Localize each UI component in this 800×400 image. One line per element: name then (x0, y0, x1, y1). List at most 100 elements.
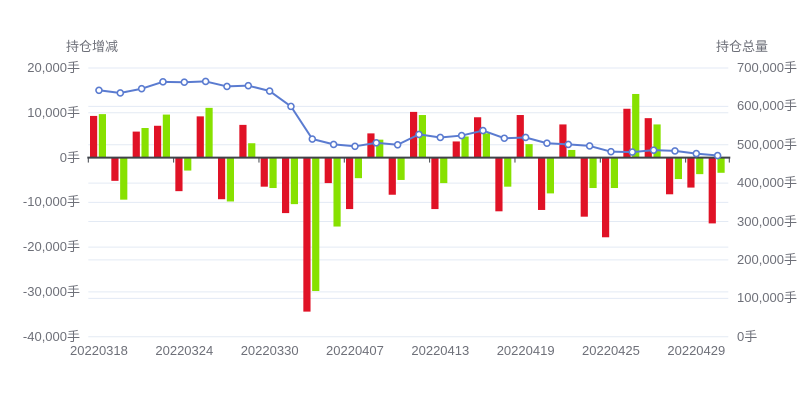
bar-green (333, 157, 341, 227)
line-point (585, 142, 594, 150)
bar-green (525, 144, 533, 158)
line-point (329, 140, 338, 149)
bar-green (205, 107, 213, 158)
line-point (201, 77, 210, 86)
bar-green (162, 114, 170, 158)
x-axis-tick: 20220330 (240, 343, 299, 358)
bar-green (226, 157, 234, 202)
line-point (287, 102, 295, 111)
bar-green (397, 157, 405, 180)
x-axis-tick: 20220413 (411, 343, 470, 358)
left-axis-tick: 0手 (59, 149, 80, 165)
line-point (415, 130, 423, 139)
bar-green (141, 128, 149, 158)
bar-red (111, 157, 119, 181)
right-axis-tick: 300,000手 (737, 213, 797, 229)
left-axis-tick: -20,000手 (22, 239, 80, 255)
bar-red (175, 157, 183, 192)
bar-red (303, 157, 311, 312)
left-axis-title: 持仓增减 (65, 39, 118, 54)
line-point (223, 82, 231, 91)
bar-red (516, 115, 524, 158)
x-axis-tick: 20220407 (326, 343, 384, 358)
bar-green (461, 136, 469, 158)
line-point (393, 140, 402, 149)
bar-red (388, 157, 396, 195)
bar-red (666, 157, 674, 195)
line-point (671, 147, 679, 155)
bar-green (269, 157, 277, 189)
line-point (713, 151, 722, 160)
bar-green (120, 157, 128, 200)
line-point (607, 147, 615, 156)
bar-red (602, 157, 610, 238)
bar-green (632, 93, 640, 158)
bar-red (90, 115, 98, 158)
bar-green (589, 157, 597, 189)
bar-green (546, 157, 554, 194)
bar-green (610, 157, 618, 189)
left-axis-tick: 10,000手 (27, 104, 80, 120)
line-point (351, 142, 359, 151)
right-axis-tick: 700,000手 (737, 60, 797, 75)
bar-green (653, 124, 661, 158)
bar-red (132, 131, 140, 158)
line-point (372, 139, 381, 147)
x-axis-tick: 20220429 (667, 343, 726, 358)
bar-red (538, 157, 546, 210)
bar-red (559, 124, 567, 158)
bar-green (504, 157, 512, 187)
right-axis-tick: 600,000手 (737, 98, 797, 114)
bar-green (184, 157, 192, 171)
right-axis-tick: 100,000手 (737, 290, 797, 306)
line-point (543, 139, 551, 148)
line-point (564, 140, 573, 149)
line-point (95, 86, 103, 95)
bar-red (346, 157, 354, 210)
line-point (265, 87, 274, 95)
bar-red (495, 157, 503, 212)
bar-red (687, 157, 695, 188)
left-axis-tick: -10,000手 (22, 194, 80, 210)
bar-green (98, 114, 106, 158)
right-axis-tick: 500,000手 (737, 136, 797, 152)
left-axis-tick: -30,000手 (22, 283, 80, 299)
line-point (521, 133, 530, 142)
bar-green (354, 157, 362, 179)
bar-green (248, 143, 256, 158)
bar-red (410, 111, 418, 158)
bar-green (418, 115, 426, 158)
x-axis-tick: 20220419 (496, 343, 555, 358)
bar-green (440, 157, 448, 184)
x-axis-tick: 20220318 (70, 343, 128, 358)
bar-green (482, 133, 490, 158)
line-point (308, 135, 317, 143)
bar-green (568, 149, 576, 158)
left-axis-tick: 20,000手 (27, 60, 80, 75)
line-point (479, 126, 487, 135)
line-point (159, 78, 167, 86)
bar-green (312, 157, 320, 292)
bar-red (644, 118, 652, 158)
bar-red (218, 157, 226, 200)
bar-green (717, 157, 725, 173)
bar-red (324, 157, 332, 184)
line-point (116, 89, 125, 97)
line-point (500, 134, 509, 143)
right-axis-tick: 0手 (737, 328, 758, 344)
bar-red (452, 141, 460, 158)
x-axis-tick: 20220324 (155, 343, 214, 358)
line-point (244, 81, 253, 90)
bar-green (290, 157, 298, 205)
bar-red (708, 157, 716, 224)
left-axis-tick: -40,000手 (22, 328, 80, 344)
line-point (137, 84, 146, 93)
bar-red (196, 116, 204, 158)
bar-green (696, 157, 704, 175)
bar-green (674, 157, 682, 180)
bar-red (623, 108, 631, 158)
bar-red (431, 157, 439, 210)
right-axis-tick: 200,000手 (737, 251, 797, 267)
